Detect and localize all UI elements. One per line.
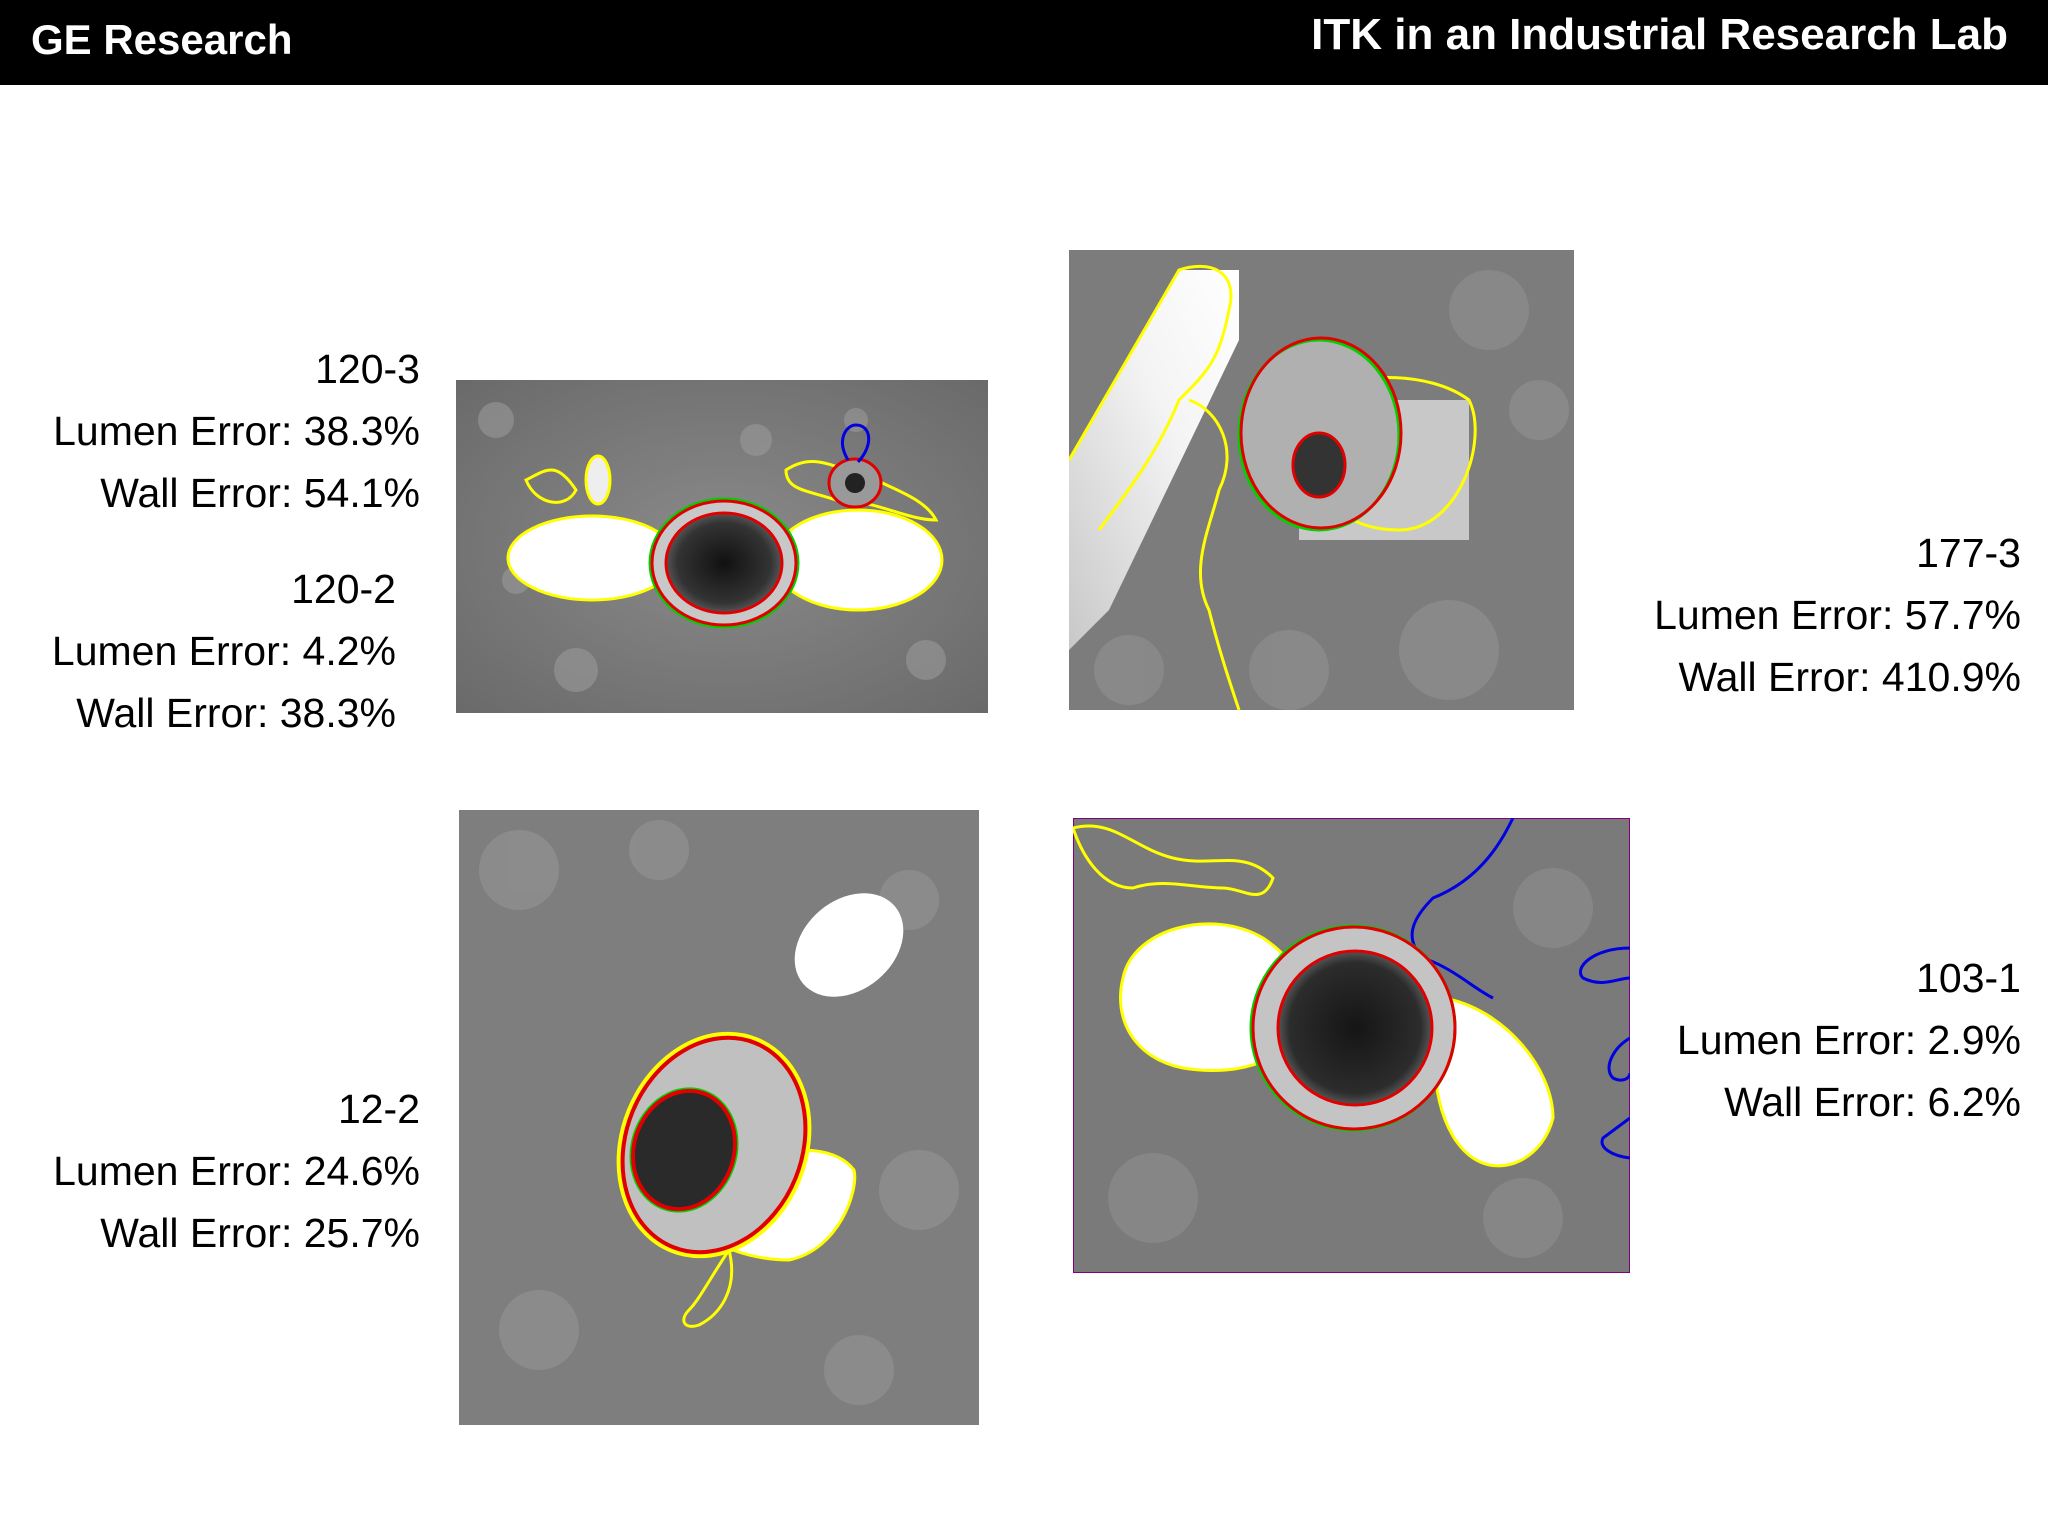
lumen-error: Lumen Error: 4.2% (51, 628, 396, 674)
case-id: 177-3 (1916, 530, 2021, 576)
case-id: 103-1 (1916, 955, 2021, 1001)
ct-scan-image-177-3 (1069, 250, 1574, 710)
slide-title: ITK in an Industrial Research Lab (1311, 10, 2008, 59)
lumen-error: Lumen Error: 24.6% (53, 1148, 420, 1194)
brand-label: GE Research (31, 16, 293, 63)
wall-error: Wall Error: 410.9% (1678, 654, 2021, 700)
case-id: 120-3 (315, 346, 420, 392)
case-label-120-2: 120-2 Lumen Error: 4.2% Wall Error: 38.3… (52, 558, 396, 744)
wall-error: Wall Error: 38.3% (76, 690, 396, 736)
case-label-120-3: 120-3 Lumen Error: 38.3% Wall Error: 54.… (53, 338, 420, 524)
case-id: 12-2 (337, 1086, 420, 1132)
wall-error: Wall Error: 25.7% (100, 1210, 420, 1256)
case-label-103-1: 103-1 Lumen Error: 2.9% Wall Error: 6.2% (1677, 947, 2021, 1133)
case-label-12-2: 12-2 Lumen Error: 24.6% Wall Error: 25.7… (53, 1078, 420, 1264)
slide-header: GE Research ITK in an Industrial Researc… (0, 0, 2048, 85)
lumen-error: Lumen Error: 2.9% (1676, 1017, 2021, 1063)
case-id: 120-2 (291, 566, 396, 612)
ct-scan-image-12-2 (459, 810, 979, 1425)
wall-error: Wall Error: 6.2% (1724, 1079, 2021, 1125)
lumen-error: Lumen Error: 57.7% (1654, 592, 2021, 638)
ct-scan-image-103-1 (1073, 818, 1630, 1273)
lumen-error: Lumen Error: 38.3% (53, 408, 420, 454)
wall-error: Wall Error: 54.1% (100, 470, 420, 516)
ct-scan-image-120 (456, 380, 988, 713)
case-label-177-3: 177-3 Lumen Error: 57.7% Wall Error: 410… (1654, 522, 2021, 708)
